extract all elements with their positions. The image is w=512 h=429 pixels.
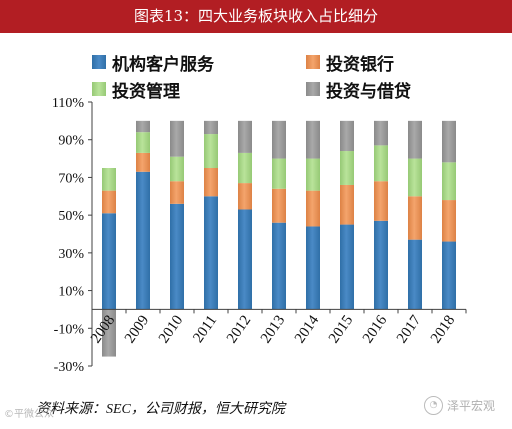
y-tick-label: 90% [58,134,84,149]
bar-2010-series-2 [170,156,184,182]
bar-2010-series-0 [170,203,184,310]
watermark-right-label: 泽平宏观 [447,399,496,413]
legend-item-0: 机构客户服务 [92,52,214,75]
y-tick-label: 30% [58,247,84,262]
source-note: 资料来源：SEC，公司财报，恒大研究院 [36,402,285,417]
bar-2018-series-3 [442,120,456,163]
bar-2008-series-2 [102,168,116,191]
chart-title: 图表13：四大业务板块收入占比细分 [0,0,512,33]
wechat-icon: ◔ [424,396,443,415]
legend-swatch-1 [306,55,320,69]
legend-label-2: 投资管理 [112,81,180,102]
watermark-left: ©平微公众 [4,409,54,420]
bar-2011-series-3 [204,120,218,135]
bar-2015-series-3 [340,120,354,152]
x-tick-label-2017: 2017 [394,312,425,346]
x-tick-label-2012: 2012 [224,313,254,347]
bar-2008-series-0 [102,213,116,310]
bar-2018-series-2 [442,162,456,201]
bar-2014-series-2 [306,158,320,191]
bar-2009-series-0 [136,171,150,310]
x-tick-label-2009: 2009 [122,313,152,347]
bar-2012-series-2 [238,152,252,184]
bar-2013-series-1 [272,188,286,223]
legend-swatch-0 [92,55,106,69]
legend-item-2: 投资管理 [92,79,180,102]
bar-2011-series-1 [204,168,218,197]
y-tick-label: 70% [58,171,84,186]
legend-swatch-3 [306,82,320,96]
bar-2011-series-2 [204,134,218,168]
bar-2010-series-3 [170,120,184,157]
bar-2009-series-1 [136,152,150,172]
y-tick-label: 110% [52,96,84,111]
y-tick-label: -10% [54,322,85,337]
legend-label-0: 机构客户服务 [112,54,214,75]
bar-2009-series-2 [136,132,150,153]
bar-2016-series-2 [374,145,388,182]
bar-2016-series-0 [374,220,388,310]
x-tick-label-2018: 2018 [428,313,458,347]
bar-2017-series-1 [408,196,422,240]
bar-2017-series-3 [408,120,422,159]
bar-2017-series-0 [408,239,422,310]
bar-2011-series-0 [204,196,218,310]
x-tick-label-2011: 2011 [190,313,220,346]
x-tick-label-2015: 2015 [326,313,356,347]
y-tick-label: -30% [54,360,85,375]
bar-2015-series-0 [340,224,354,310]
bar-2016-series-1 [374,181,388,221]
y-tick-label: 10% [58,285,84,300]
bar-2014-series-1 [306,190,320,227]
legend-label-3: 投资与借贷 [326,81,411,102]
bar-2017-series-2 [408,158,422,197]
bar-2018-series-1 [442,200,456,242]
bar-2015-series-1 [340,184,354,225]
x-tick-label-2014: 2014 [292,312,323,346]
legend-item-1: 投资银行 [306,52,394,75]
bar-2009-series-3 [136,120,150,133]
bar-2012-series-0 [238,209,252,310]
x-tick-label-2013: 2013 [258,313,288,347]
bar-2018-series-0 [442,241,456,310]
watermark-right: ◔ 泽平宏观 [424,396,495,415]
y-tick-label: 50% [58,209,84,224]
bar-2015-series-2 [340,151,354,185]
bar-2014-series-3 [306,120,320,159]
bar-2013-series-3 [272,120,286,159]
bar-2012-series-1 [238,183,252,210]
legend-item-3: 投资与借贷 [306,79,411,102]
legend-swatch-2 [92,82,106,96]
bar-2014-series-0 [306,226,320,310]
legend-label-1: 投资银行 [326,54,394,75]
bar-2010-series-1 [170,181,184,204]
bar-2008-series-3 [102,309,116,357]
bar-2016-series-3 [374,120,388,146]
bar-2013-series-0 [272,222,286,310]
bar-2013-series-2 [272,158,286,189]
bar-2008-series-1 [102,190,116,214]
x-tick-label-2016: 2016 [360,312,391,346]
x-tick-label-2010: 2010 [156,313,186,347]
bar-2012-series-3 [238,120,252,153]
